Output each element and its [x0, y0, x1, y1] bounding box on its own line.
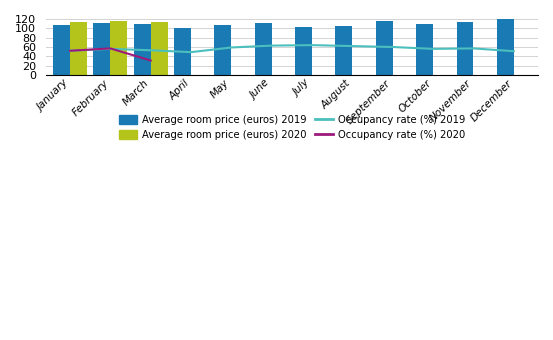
Bar — [295, 28, 312, 75]
Bar — [70, 22, 87, 75]
Bar — [53, 25, 70, 75]
Bar — [134, 24, 151, 75]
Bar — [497, 19, 514, 75]
Bar — [416, 24, 433, 75]
Bar — [111, 21, 127, 75]
Bar — [336, 26, 352, 75]
Bar — [457, 22, 473, 75]
Bar — [215, 24, 231, 75]
Bar — [93, 23, 111, 75]
Bar — [255, 23, 272, 75]
Legend: Average room price (euros) 2019, Average room price (euros) 2020, Occupancy rate: Average room price (euros) 2019, Average… — [115, 111, 469, 144]
Bar — [151, 22, 168, 75]
Bar — [376, 21, 393, 75]
Bar — [174, 28, 191, 75]
